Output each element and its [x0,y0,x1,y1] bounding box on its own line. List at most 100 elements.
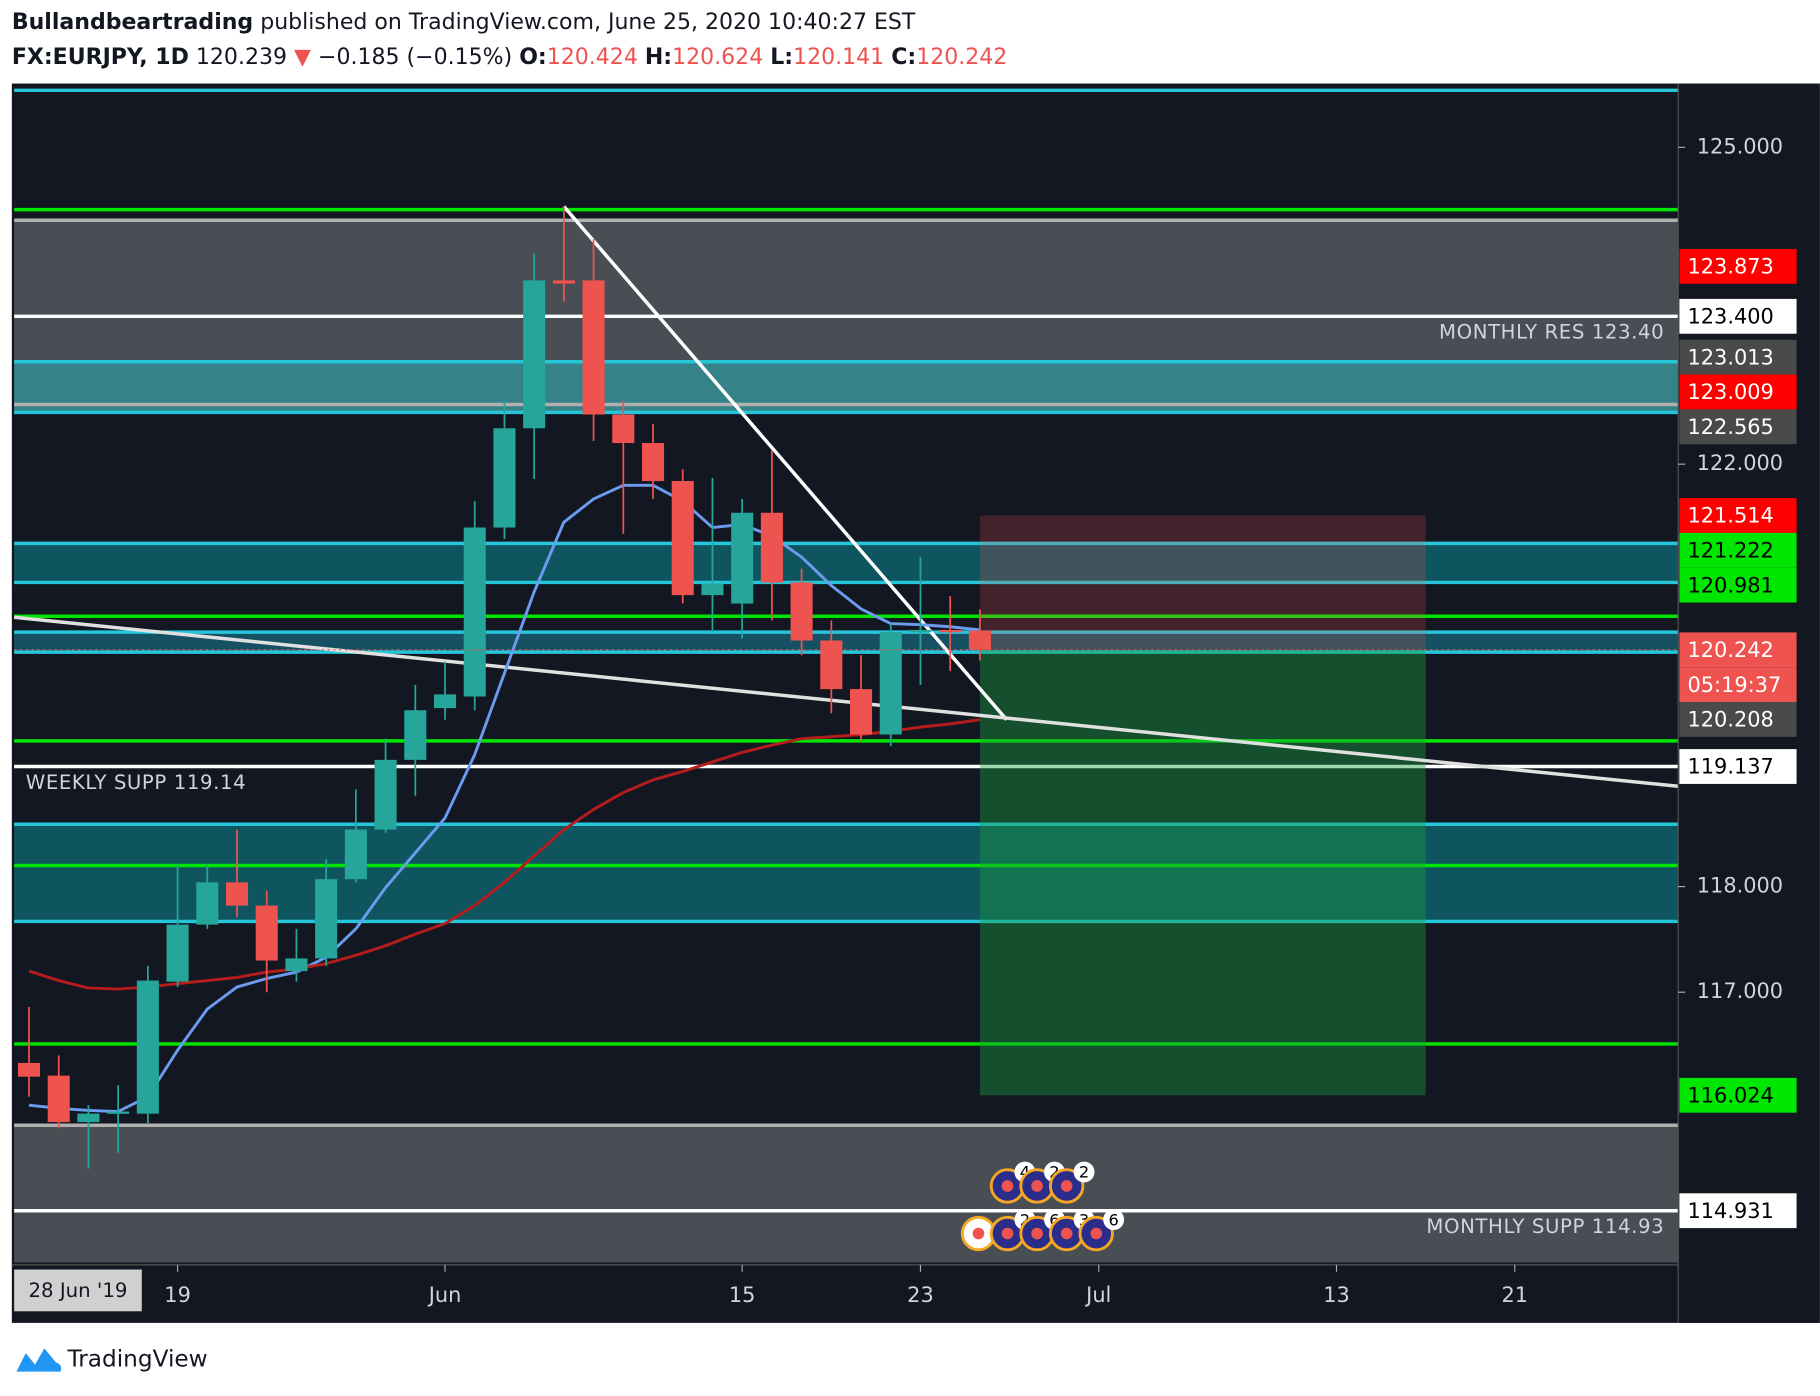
price-label-box [1679,298,1797,334]
event-dot [1001,1227,1014,1240]
candle-body [225,882,249,906]
price-label: 120.981 [1687,573,1773,597]
event-count: 6 [1108,1210,1118,1229]
countdown: 05:19:37 [1687,673,1781,697]
candle-body [850,689,873,735]
event-badge [1103,1209,1125,1231]
candle-body [552,280,575,284]
price-label-box [1679,567,1797,603]
x-tick-label: Jul [1084,1283,1111,1307]
event-dot [1060,1227,1073,1240]
candle-body [909,629,932,633]
moving-average [28,483,981,1114]
low-value: 120.141 [793,45,884,70]
header-line-2: FX:EURJPY, 1D 120.239 ▼ −0.185 (−0.15%) … [12,45,1008,70]
moving-average [28,718,981,991]
price-label: 121.222 [1687,538,1773,562]
candle-body [255,905,278,961]
candle-body [136,980,159,1114]
price-label-box [1679,632,1797,668]
candle-body [612,414,635,444]
candle-body [463,527,486,697]
x-tick-label: 13 [1323,1283,1350,1307]
event-count: 2 [1049,1163,1059,1182]
price-label: 123.009 [1687,380,1773,404]
annotation: MONTHLY SUPP 114.93 [1426,1215,1664,1238]
logo-icon [16,1348,62,1372]
date-marker: 28 Jun '19 [28,1279,127,1302]
position-target-zone [979,649,1426,1096]
axes: 125.000 122.000 118.000 117.000 123.873 123.4… [14,134,1797,1312]
author: Bullandbeartrading [12,10,253,35]
event-count: 2 [1020,1210,1030,1229]
y-tick-label: 118.000 [1697,874,1783,898]
y-tick-label: 122.000 [1697,451,1783,475]
price-label-box [1679,339,1797,375]
event-dot [1031,1180,1043,1192]
event-badge [1073,1161,1095,1183]
published: published on TradingView.com, June 25, 2… [253,10,916,35]
open-value: 120.424 [547,45,638,70]
candle-body [285,958,308,972]
change: −0.185 (−0.15%) [318,45,512,70]
last-price: 120.239 [196,45,287,70]
price-label: 120.208 [1687,708,1773,732]
candle-body [315,879,338,959]
candle-body [374,759,397,830]
low-label: L: [770,45,793,70]
x-tick-label: 21 [1501,1283,1528,1307]
candle-body [939,629,962,633]
event-dot [972,1227,985,1240]
candle-body [107,1111,130,1114]
event-count: 2 [1079,1163,1089,1182]
candle-body [790,582,813,641]
candle-body [196,882,219,925]
candle-body [582,280,605,415]
plot-area: MONTHLY RES 123.40 WEEKLY SUPP 119.14 MONT… [13,88,1679,1263]
footer-brand: TradingView [67,1346,208,1373]
candle-body [968,630,991,650]
price-label-box [1679,498,1797,533]
candle-body [760,512,783,583]
event-count: 4 [1020,1163,1030,1182]
trendline [562,205,1008,721]
zone [14,632,1679,653]
zone [14,824,1679,922]
close-label: C: [891,45,916,70]
countdown-box [1679,667,1797,703]
event-dot [1001,1180,1014,1192]
event-count: 6 [1049,1210,1059,1229]
candle-body [344,829,367,880]
candle-body [671,481,694,596]
price-label: 123.873 [1687,255,1773,279]
y-tick-label: 125.000 [1697,134,1783,158]
zone [14,1125,1679,1263]
event-count: 3 [1079,1210,1089,1229]
candle-body [523,280,546,429]
candle-body [701,583,724,596]
high-label: H: [645,45,672,70]
price-label: 120.242 [1687,638,1773,662]
price-label: 122.565 [1687,415,1773,439]
close-value: 120.242 [916,45,1007,70]
candle-body [404,710,427,760]
price-label-box [1679,374,1797,410]
price-label-box [1679,1077,1797,1113]
candle-body [820,640,843,690]
tradingview-logo[interactable]: TradingView [16,1346,208,1373]
candle-body [731,512,754,604]
price-label: 123.400 [1687,304,1773,328]
event-dot [1031,1227,1043,1240]
price-label: 121.514 [1687,504,1773,528]
price-label-box [1679,409,1797,445]
candle-body [17,1062,41,1077]
price-label: 114.931 [1687,1199,1773,1223]
candle-body [166,924,189,982]
annotation: WEEKLY SUPP 119.14 [26,771,246,794]
annotation: MONTHLY RES 123.40 [1439,321,1664,344]
change-arrow: ▼ [294,45,311,70]
x-tick-label: Jun [427,1283,462,1307]
price-label: 119.137 [1687,755,1773,779]
